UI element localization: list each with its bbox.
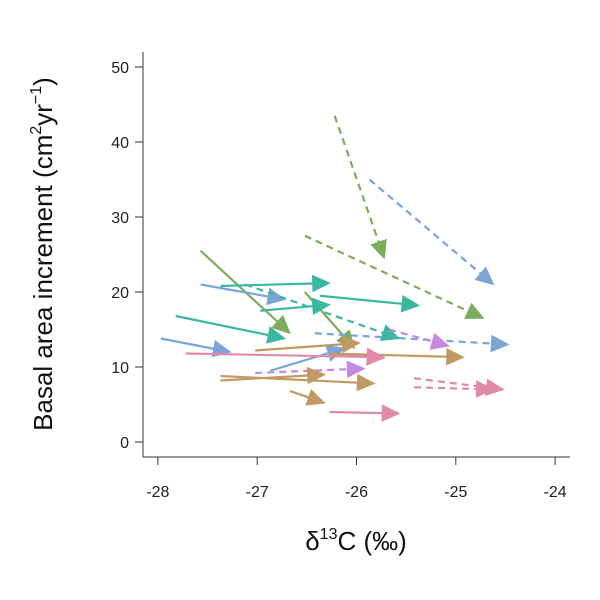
arrow-shaft [255,343,343,352]
arrow-shaft [304,291,345,337]
y-tick-label: 50 [111,60,129,77]
y-axis-title-end: ) [28,77,58,86]
y-axis-title-main: Basal area increment (cm [28,135,58,431]
arrow-head [475,380,495,398]
arrow-shaft [304,234,469,313]
arrow-head [400,295,421,313]
arrow-series-blue [314,332,510,353]
arrow-head [271,314,291,335]
arrow-shaft [333,115,380,243]
y-axis-title-sup2: −1 [28,86,45,104]
x-tick-label: -26 [345,484,368,501]
arrow-head [305,388,326,406]
x-axis-title-rest: C (‰) [337,526,406,556]
arrow-head [446,347,465,366]
arrow-shaft [260,305,313,312]
x-tick-label: -25 [444,484,467,501]
arrow-head [356,373,376,392]
arrow-shaft [244,283,384,334]
arrow-head [266,326,287,344]
arrow-series-purple [255,360,366,379]
arrow-series-purple [388,328,450,350]
y-tick-label: 30 [111,210,129,227]
arrow-series-tan [329,347,465,366]
arrow-shaft [329,352,447,358]
y-axis-title-mid: yr [28,104,58,126]
arrow-shaft [319,294,403,305]
arrow-head [429,332,450,350]
y-tick-label: 0 [120,435,129,452]
arrow-head [341,335,361,354]
arrow-shaft [388,328,433,343]
arrow-shaft [314,332,492,345]
arrow-series-teal [220,274,331,293]
y-axis-title-sup1: 2 [28,126,45,135]
arrow-series-teal [175,314,287,344]
arrow-shaft [414,386,477,391]
arrow-head [490,334,510,353]
x-tick-label: -24 [544,484,567,501]
y-tick-label: 10 [111,360,129,377]
arrow-series-tan [255,335,361,354]
y-tick-label: 40 [111,135,129,152]
x-tick-label: -28 [146,484,169,501]
arrow-head [381,404,401,422]
y-tick-label: 20 [111,285,129,302]
arrow-shaft [255,368,348,375]
arrow-series-teal [244,283,401,341]
chart-marks [160,115,510,422]
arrow-series-teal [319,294,421,313]
arrow-shaft [200,283,269,298]
arrow-series-pink [414,380,495,398]
x-axis-title-symbol: δ [305,526,319,556]
arrow-head [474,266,495,286]
arrow-head [464,302,485,319]
arrow-shaft [329,410,383,415]
x-axis-title: δ13C (‰) [305,526,407,556]
y-axis-title: Basal area increment (cm2yr−1) [28,77,58,431]
x-axis-title-superscript: 13 [320,526,338,543]
arrow-series-pink [329,404,401,422]
arrow-series-blue [368,178,495,286]
arrow-head [366,348,386,366]
arrow-shaft [368,178,482,275]
arrow-series-green [304,234,485,319]
arrow-series-pink [185,348,386,366]
arrow-head [379,324,401,341]
arrow-head [370,238,387,260]
arrow-shaft [289,389,310,399]
x-tick-label: -27 [246,484,269,501]
arrow-shaft [220,282,313,288]
arrow-series-tan [289,388,326,406]
arrow-head [346,360,366,379]
arrow-series-green [333,115,387,260]
arrow-shaft [175,314,269,337]
axes: -28 -27 -26 -25 -24 0 10 20 30 40 50 [111,52,570,501]
arrow-shaft [185,352,368,359]
arrow-series-tan [220,373,376,392]
arrow-shaft [220,374,358,384]
arrow-head [311,274,331,293]
arrow-shaft [160,337,214,350]
arrow-shaft [413,377,487,389]
